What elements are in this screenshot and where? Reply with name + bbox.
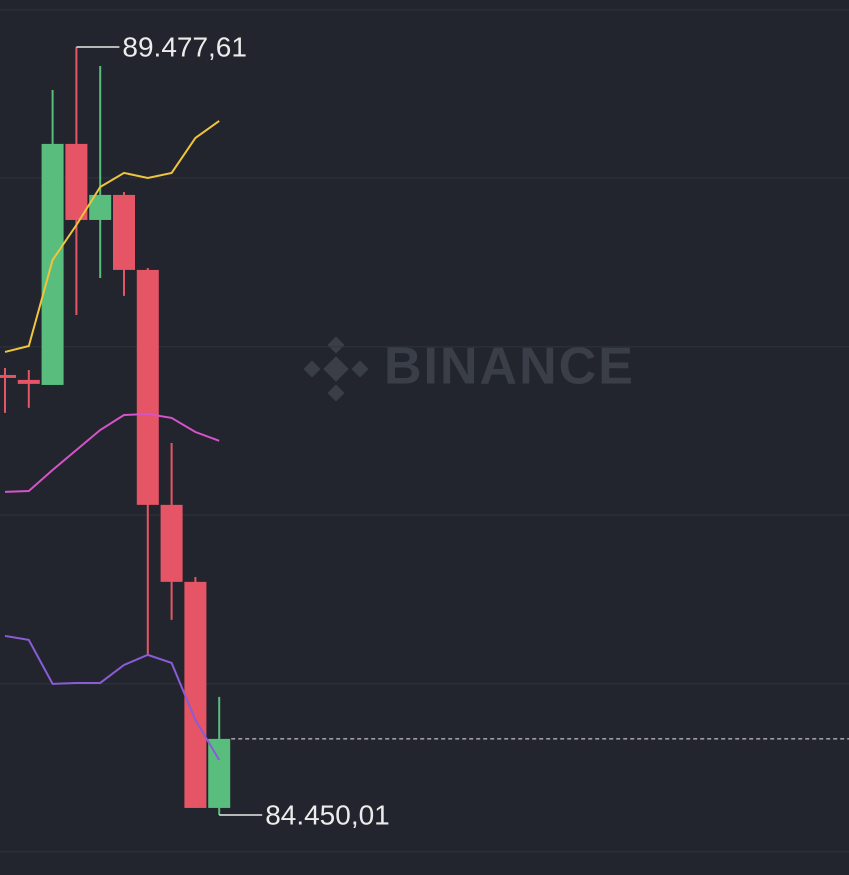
annotation-label: 84.450,01 [265, 799, 390, 830]
candle-body [17, 379, 40, 384]
candle-body [41, 143, 64, 385]
candle-body [184, 581, 207, 808]
candle-body [89, 194, 112, 220]
candle-body [65, 143, 88, 220]
candle-body [208, 738, 231, 808]
annotation-label: 89.477,61 [122, 31, 247, 62]
candle-body [0, 375, 16, 378]
candle-body [136, 269, 159, 505]
moving-average-line [4, 634, 221, 761]
moving-average-line [4, 412, 220, 493]
candle-body [113, 194, 135, 270]
candle-body [160, 504, 183, 582]
moving-average-line [4, 120, 220, 353]
